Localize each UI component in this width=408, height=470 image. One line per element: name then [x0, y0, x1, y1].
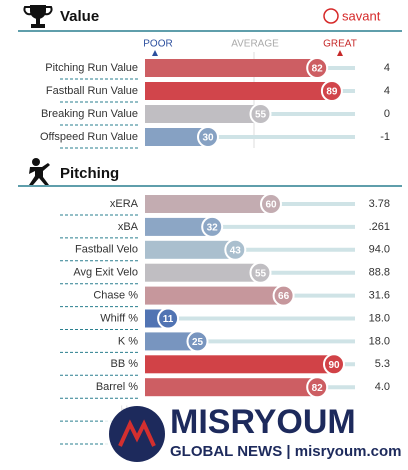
percentile-label: 30 [202, 133, 214, 144]
pitcher-icon [29, 158, 50, 185]
watermark-logo-mark [118, 419, 156, 447]
percentile-bar [145, 195, 271, 213]
stat-value: 5.3 [375, 358, 390, 370]
stat-value: 88.8 [369, 267, 390, 279]
percentile-label: 89 [326, 87, 338, 98]
percentile-circle [249, 103, 272, 125]
percentile-label: 25 [192, 337, 204, 348]
stat-value: 18.0 [369, 312, 390, 324]
row-label: Whiff % [100, 312, 138, 324]
percentile-label: 32 [207, 223, 219, 234]
row-label: Avg Exit Velo [73, 267, 138, 279]
percentile-bar [145, 128, 208, 146]
percentile-circle [320, 80, 343, 102]
stat-value: 4 [384, 62, 390, 74]
percentile-label: 82 [312, 383, 324, 394]
percentile-circle [197, 126, 219, 148]
watermark-brand: MISRYOUM [170, 403, 356, 441]
row-label: Pitching Run Value [45, 62, 138, 74]
row-label: Breaking Run Value [41, 108, 138, 120]
percentile-bar [145, 217, 213, 236]
stat-value: 31.6 [369, 290, 390, 302]
percentile-circle [260, 193, 282, 215]
percentile-label: 55 [255, 110, 267, 121]
watermark: MISRYOUM GLOBAL NEWS | misryoum.com [105, 402, 405, 466]
percentile-label: 60 [265, 200, 277, 211]
stat-value: .261 [369, 221, 390, 233]
percentile-bar [145, 59, 318, 77]
scale-average: AVERAGE [231, 39, 279, 50]
percentile-label: 11 [163, 314, 174, 325]
percentile-bar [145, 82, 332, 100]
row-label: xERA [110, 198, 139, 210]
stat-value: 94.0 [369, 244, 390, 256]
row-label: xBA [118, 221, 139, 233]
percentile-circle [323, 353, 345, 376]
section-title: Pitching [60, 165, 119, 182]
percentile-label: 43 [230, 245, 242, 256]
percentile-circle [306, 57, 329, 79]
row-label: Barrel % [96, 381, 138, 393]
stat-value: 4 [384, 85, 390, 97]
scale-poor: POOR [143, 39, 172, 50]
percentile-bar [145, 332, 198, 351]
row-label: Fastball Velo [75, 244, 138, 256]
watermark-tagline: GLOBAL NEWS | misryoum.com [170, 443, 401, 460]
savant-logo-icon [323, 8, 339, 24]
percentile-bar [145, 105, 261, 123]
percentile-bar [145, 286, 284, 305]
poor-arrow [152, 50, 158, 56]
percentile-label: 66 [278, 291, 290, 302]
scale-great: GREAT [323, 39, 357, 50]
percentile-bar [145, 240, 236, 259]
percentile-bar [145, 378, 318, 397]
row-label: BB % [110, 358, 138, 370]
percentile-bar [145, 263, 261, 282]
stat-value: 3.78 [369, 198, 390, 210]
row-label: Chase % [93, 290, 138, 302]
stat-value: 18.0 [369, 335, 390, 347]
trophy-icon [23, 5, 53, 28]
percentile-circle [201, 215, 224, 238]
percentile-label: 90 [328, 360, 340, 371]
percentile-circle [272, 284, 295, 307]
percentile-circle [186, 330, 209, 353]
percentile-circle [157, 307, 180, 330]
percentile-label: 55 [255, 268, 267, 279]
percentile-bar [145, 355, 334, 374]
row-label: Fastball Run Value [46, 85, 138, 97]
savant-logo[interactable]: savant [342, 8, 381, 23]
row-label: K % [118, 335, 138, 347]
percentile-label: 82 [312, 64, 324, 75]
row-label: Offspeed Run Value [40, 131, 138, 143]
stat-value: 4.0 [375, 381, 390, 393]
section-title: Value [60, 8, 99, 25]
percentile-circle [249, 261, 272, 284]
percentile-circle [224, 238, 247, 261]
percentile-circle [306, 376, 329, 399]
stat-value: 0 [384, 108, 390, 120]
stat-value: -1 [380, 131, 390, 143]
great-arrow [337, 50, 343, 56]
